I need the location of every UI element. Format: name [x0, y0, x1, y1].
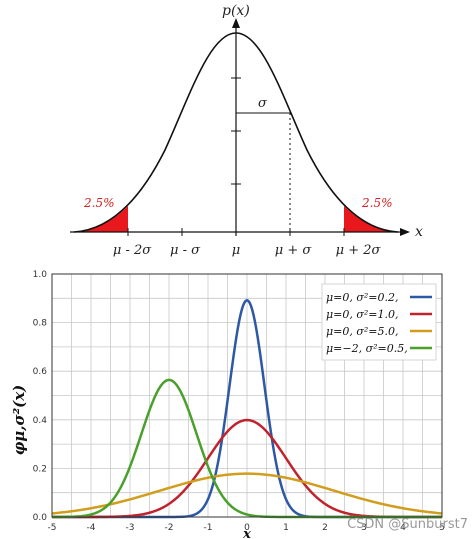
y-tick-label: 0.8 [33, 319, 48, 329]
x-tick-label: -3 [126, 523, 135, 533]
legend-label-series-3: μ=0, σ²=5.0, [326, 325, 398, 338]
tick-label-mu: μ [232, 243, 240, 258]
legend-label-series-2: μ=0, σ²=1.0, [326, 308, 398, 321]
legend: μ=0, σ²=0.2, μ=0, σ²=1.0, μ=0, σ²=5.0, μ… [321, 283, 437, 361]
x-tick-label: 2 [322, 523, 328, 533]
watermark: CSDN @Sunburst7 [347, 517, 468, 532]
plot-frame [51, 273, 443, 518]
x-tick-label: 3 [361, 523, 367, 533]
y-axis-label: φμ,σ²(x) [10, 385, 28, 456]
x-axis-arrow [400, 228, 410, 236]
tick-label-mu-minus-sigma: μ - σ [170, 243, 201, 258]
y-axis-arrow [232, 18, 240, 28]
y-tick-label: 1.0 [33, 270, 48, 280]
x-axis-label: x [415, 224, 423, 240]
left-tail-label: 2.5% [83, 196, 115, 210]
x-tick-label: -5 [48, 523, 57, 533]
x-tick-label: 4 [400, 523, 406, 533]
right-tail-area [344, 206, 398, 232]
sigma-label: σ [258, 96, 268, 111]
gaussian-pdf-chart: -5 -4 -3 -2 -1 0 1 2 3 4 5 0.0 0.2 0.4 0.6 0.8 1.0 φμ,σ²… [10, 270, 468, 539]
x-tick-label: -2 [165, 523, 174, 533]
x-tick-label: -1 [204, 523, 213, 533]
y-tick-label: 0.6 [33, 367, 48, 377]
chart-tick-labels: -5 -4 -3 -2 -1 0 1 2 3 4 5 0.0 0.2 0.4 0.6 0.8 1.0 [33, 270, 445, 533]
x-tick-label: 0 [244, 523, 250, 533]
x-tick-label: -4 [87, 523, 96, 533]
legend-label-series-1: μ=0, σ²=0.2, [326, 291, 398, 304]
normal-distribution-diagram: x p(x) σ 2.5% 2.5% μ - 2σ μ - σ μ μ + σ … [70, 3, 423, 258]
y-tick-label: 0.2 [33, 464, 47, 474]
right-tail-label: 2.5% [361, 196, 393, 210]
y-axis-label: p(x) [222, 3, 250, 19]
tick-label-mu-plus-2sigma: μ + 2σ [336, 243, 382, 258]
x-axis-label: x [242, 527, 251, 539]
tick-label-mu-minus-2sigma: μ - 2σ [113, 243, 152, 258]
y-tick-label: 0.0 [33, 513, 48, 523]
series-line-3 [51, 472, 443, 515]
legend-label-series-4: μ=−2, σ²=0.5, [326, 342, 408, 355]
x-tick-label: 1 [283, 523, 289, 533]
x-tick-label: 5 [439, 523, 445, 533]
y-tick-label: 0.4 [33, 416, 48, 426]
left-tail-area [74, 206, 128, 232]
tick-label-mu-plus-sigma: μ + σ [275, 243, 313, 258]
